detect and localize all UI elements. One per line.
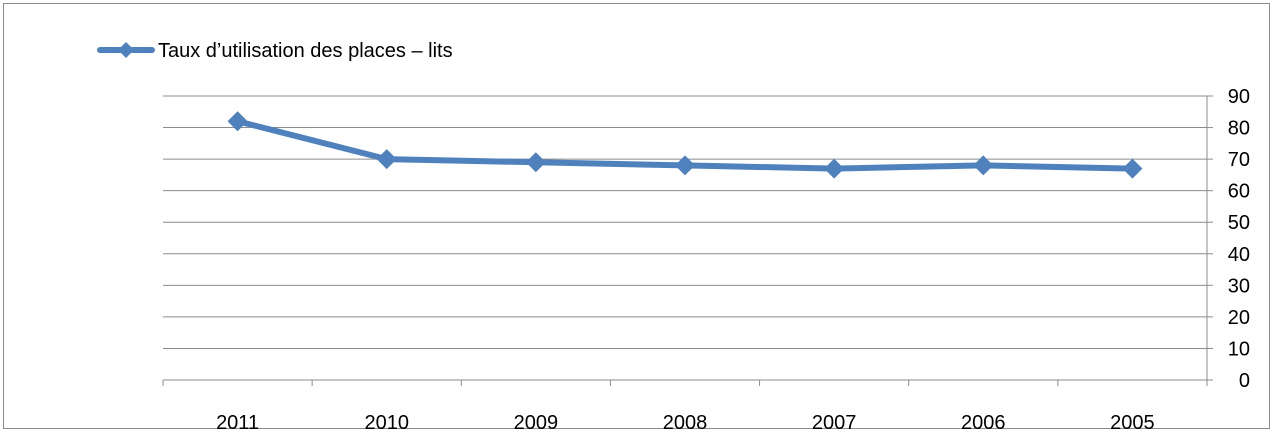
chart-frame (3, 3, 1270, 429)
x-tick-label: 2011 (216, 412, 259, 434)
x-tick-label: 2010 (364, 412, 409, 434)
y-tick-label: 70 (1228, 149, 1250, 171)
y-tick-label: 40 (1228, 244, 1250, 266)
legend-label: Taux d’utilisation des places – lits (158, 40, 453, 62)
gridlines (163, 95, 1207, 349)
data-point-marker (525, 152, 546, 173)
y-tick-label: 60 (1228, 181, 1250, 203)
x-tick-label: 2009 (514, 412, 559, 434)
data-point-marker (376, 149, 397, 170)
data-point-marker (675, 155, 695, 176)
y-tick-label: 30 (1228, 275, 1250, 297)
series-layer (227, 111, 1143, 179)
y-tick-label: 80 (1228, 118, 1250, 140)
y-tick-label: 50 (1228, 212, 1250, 234)
x-tick-label: 2006 (961, 412, 1006, 434)
legend-diamond-marker (118, 42, 134, 58)
x-tick-label: 2005 (1110, 412, 1155, 434)
x-tick-label: 2008 (663, 412, 708, 434)
data-point-marker (824, 158, 845, 179)
legend: Taux d’utilisation des places – lits (97, 40, 453, 62)
tick-labels: 0 10 20 30 40 50 60 70 80 90 2011 2010 2009 2008 2007 2… (216, 86, 1250, 434)
y-tick-label: 90 (1228, 86, 1250, 108)
data-point-marker (227, 111, 248, 132)
x-tick-label: 2007 (812, 412, 857, 434)
y-tick-label: 0 (1239, 370, 1250, 392)
data-point-marker (1122, 158, 1143, 179)
data-point-marker (973, 155, 994, 176)
y-tick-label: 20 (1228, 307, 1250, 329)
y-tick-label: 10 (1228, 338, 1250, 360)
axes (162, 95, 1213, 386)
